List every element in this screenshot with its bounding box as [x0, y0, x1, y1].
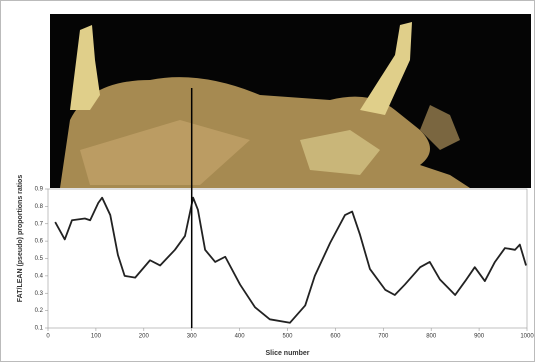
x-tick-label: 700	[378, 334, 389, 340]
y-axis-label: FAT/LEAN (pseudo) proportions ratios	[17, 175, 24, 303]
x-tick-label: 100	[91, 334, 102, 340]
y-tick-label: 0.5	[35, 256, 44, 262]
x-tick-label: 200	[139, 334, 150, 340]
y-tick-label: 0.9	[35, 187, 44, 193]
y-tick-label: 0.1	[35, 326, 44, 332]
y-tick-label: 0.4	[35, 273, 44, 279]
x-tick-label: 0	[46, 334, 50, 340]
x-tick-label: 900	[474, 334, 485, 340]
x-tick-label: 600	[330, 334, 341, 340]
x-tick-label: 800	[426, 334, 437, 340]
y-tick-label: 0.7	[35, 221, 44, 227]
x-tick-label: 400	[235, 334, 246, 340]
y-tick-label: 0.6	[35, 239, 44, 245]
x-tick-label: 500	[282, 334, 293, 340]
scan-image	[50, 14, 531, 188]
x-axis-label: Slice number	[266, 350, 310, 357]
x-tick-label: 1000	[520, 334, 534, 340]
y-tick-label: 0.8	[35, 204, 44, 210]
y-tick-label: 0.2	[35, 308, 44, 314]
y-tick-label: 0.3	[35, 291, 44, 297]
x-tick-label: 300	[187, 334, 198, 340]
data-line	[54, 196, 527, 324]
